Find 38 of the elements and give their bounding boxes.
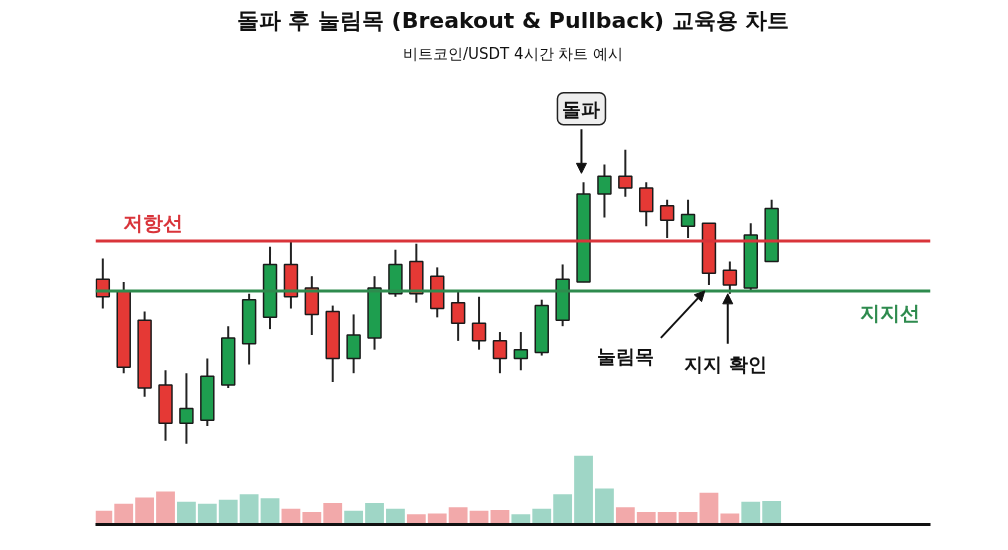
bar	[720, 513, 740, 525]
candlestick	[471, 295, 487, 351]
candlestick	[680, 198, 696, 239]
bar	[448, 507, 468, 525]
candlestick	[513, 331, 529, 372]
bar	[741, 501, 761, 525]
bar	[135, 497, 155, 525]
bar	[427, 513, 447, 525]
bar	[197, 503, 217, 525]
bar	[762, 501, 782, 525]
bar	[156, 491, 175, 525]
candlestick	[346, 313, 361, 375]
bar	[699, 492, 719, 525]
candlestick	[722, 260, 738, 295]
annotation: 지지 확인	[684, 353, 767, 376]
bar	[218, 499, 238, 525]
bar	[615, 507, 635, 525]
candlestick	[179, 372, 194, 445]
candlestick	[492, 331, 508, 375]
ref-line-label: 저항선	[122, 210, 183, 235]
candlestick	[618, 148, 633, 198]
candlestick	[597, 163, 612, 219]
chart-title: 돌파 후 눌림목 (Breakout & Pullback) 교육용 차트	[236, 7, 790, 33]
text: 돌파	[562, 97, 601, 120]
annotation: 눌림목	[596, 344, 654, 367]
bar	[260, 498, 280, 525]
bar	[365, 503, 384, 525]
bar	[114, 503, 134, 525]
ref-line-label: 지지선	[860, 300, 921, 325]
candlestick	[639, 181, 654, 228]
bar	[323, 503, 343, 525]
candlestick	[450, 289, 466, 342]
bar	[177, 501, 196, 525]
bar	[595, 488, 614, 525]
chart-subtitle: 비트코인/USDT 4시간 차트 예시	[402, 44, 624, 63]
bar	[574, 455, 593, 525]
bar	[553, 494, 573, 525]
bar	[239, 494, 259, 525]
